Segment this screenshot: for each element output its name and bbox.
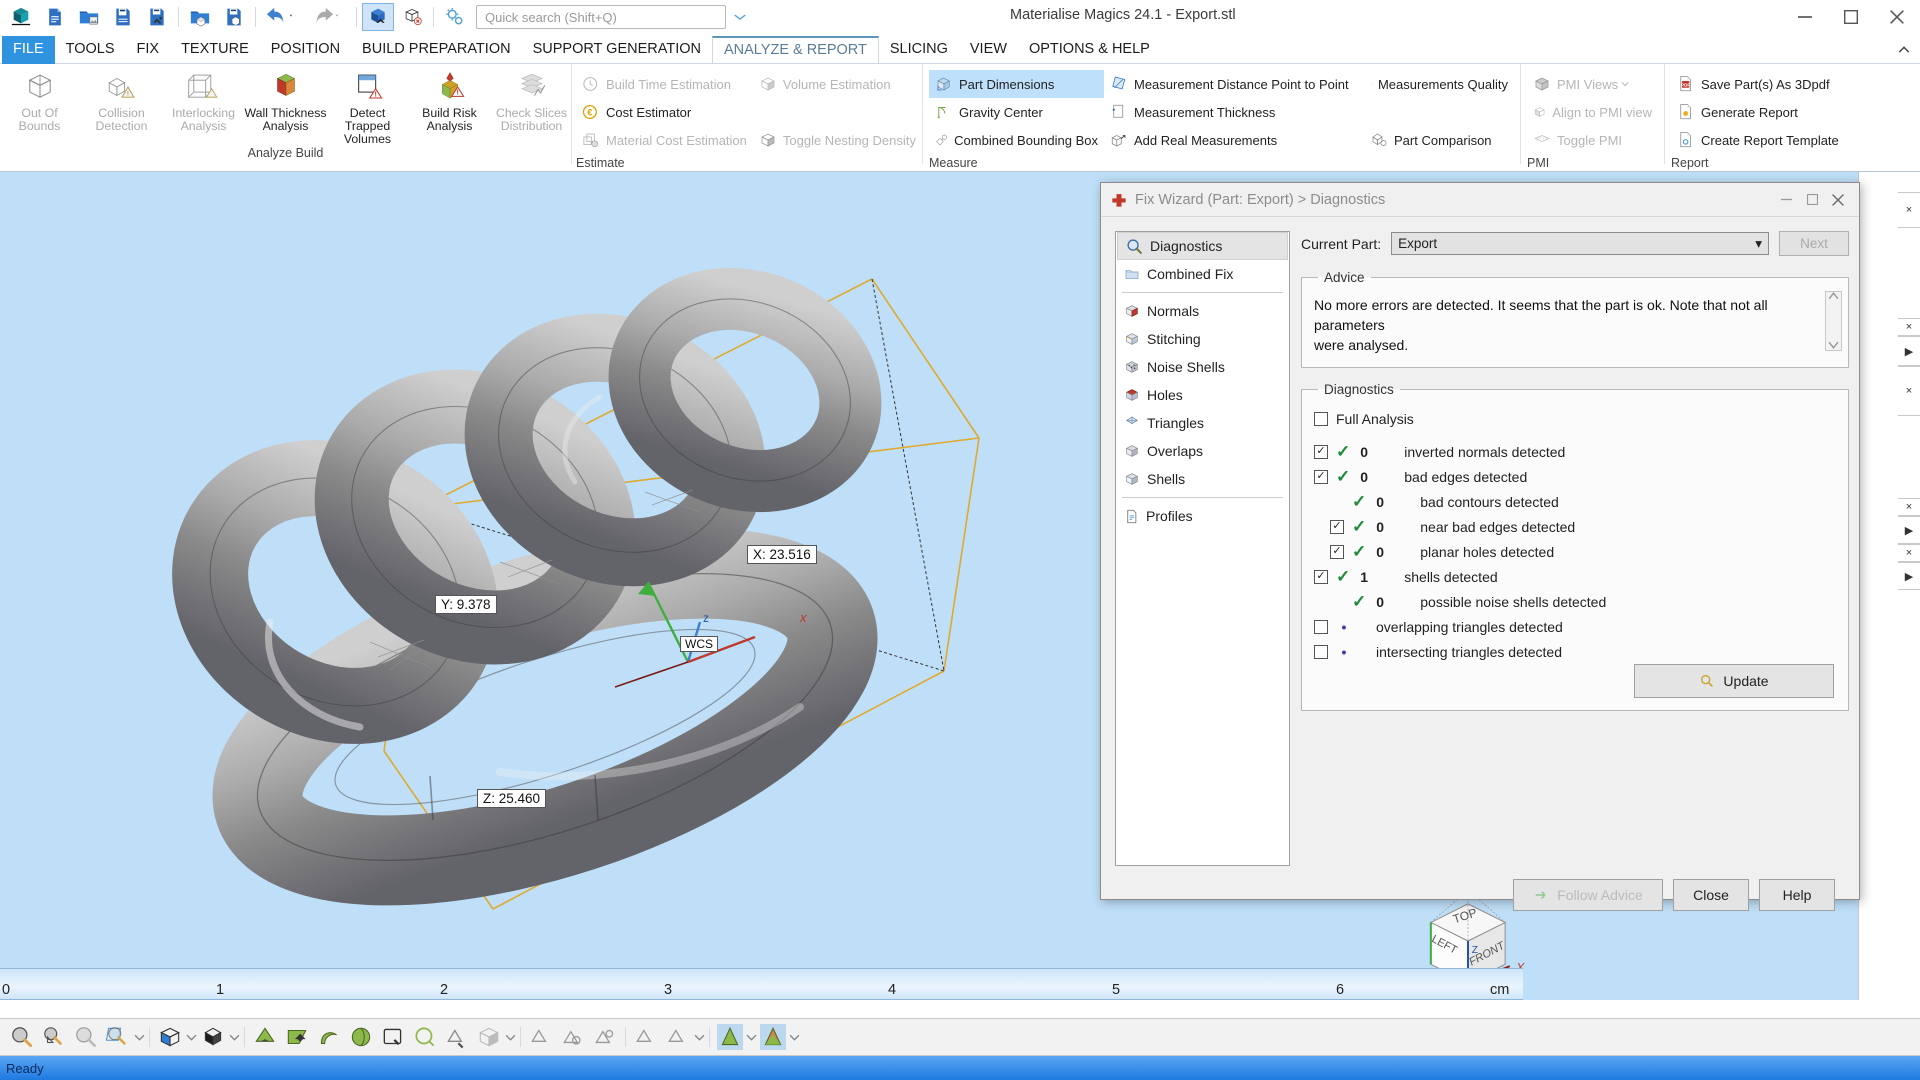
svg-text:PDF: PDF	[1681, 82, 1690, 87]
svg-text:!: !	[126, 91, 128, 98]
svg-text:z: z	[703, 611, 709, 625]
svg-text:!: !	[456, 88, 459, 97]
svg-text:x: x	[799, 610, 807, 625]
svg-text:!: !	[374, 89, 377, 98]
svg-text:Z: Z	[1472, 945, 1478, 956]
svg-text:€: €	[587, 107, 592, 117]
